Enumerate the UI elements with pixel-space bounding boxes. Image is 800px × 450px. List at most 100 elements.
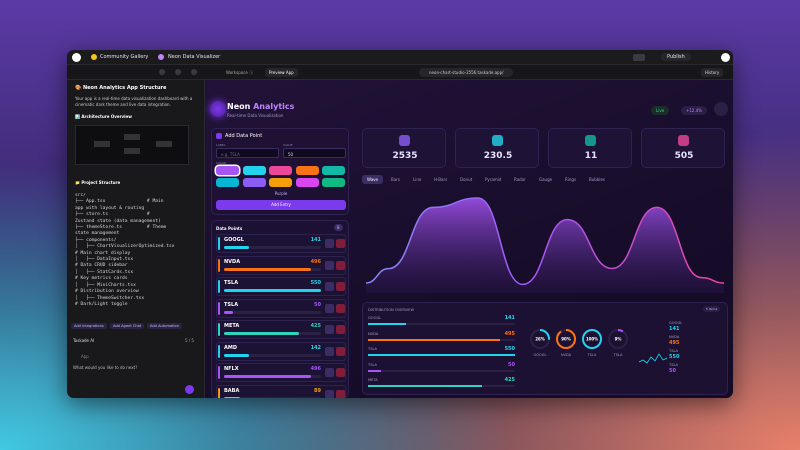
edit-button[interactable] — [325, 303, 334, 313]
distribution-list: GOOGL 141 NVDA 495 TSLA 550 TSLA 50 META 425 — [363, 314, 523, 394]
delete-button[interactable] — [336, 282, 345, 291]
icon[interactable] — [191, 69, 197, 75]
chart-tab[interactable]: Bars — [391, 177, 400, 182]
color-swatch[interactable] — [269, 178, 292, 187]
data-point-value: 89 — [314, 387, 321, 394]
distribution-label: META — [368, 378, 378, 382]
edit-button[interactable] — [325, 282, 334, 291]
sparkline-line — [639, 353, 667, 364]
distribution-bar — [368, 338, 501, 341]
ring-arc — [582, 329, 602, 349]
color-swatch[interactable] — [322, 166, 345, 175]
prompt-input[interactable]: What would you like to do next? — [73, 365, 138, 370]
distribution-track — [368, 338, 515, 341]
delete-button[interactable] — [336, 325, 345, 334]
add-entry-button[interactable]: Add Entry — [216, 200, 346, 210]
workspace-tab[interactable]: Workspace ⓘ — [226, 70, 254, 75]
color-swatch[interactable] — [295, 166, 319, 175]
counter: 5 / 5 — [185, 338, 194, 343]
color-swatch[interactable] — [216, 178, 239, 187]
delete-button[interactable] — [336, 389, 345, 398]
label-input[interactable]: e.g. TSLA — [216, 148, 279, 158]
distribution-label: TSLA — [368, 362, 378, 367]
title-part: Analytics — [253, 102, 295, 111]
logo[interactable] — [72, 53, 81, 62]
action-button[interactable]: Add Agent Chat — [110, 323, 145, 329]
distribution-bar — [368, 323, 406, 325]
dashboard-title: Neon Analytics — [227, 102, 294, 111]
data-point-value: 496 — [310, 366, 321, 372]
progress-track — [224, 375, 321, 378]
architecture-diagram — [75, 125, 189, 165]
chart-tab[interactable]: Bubbles — [589, 177, 606, 182]
chart-tab[interactable]: H-Bars — [434, 177, 448, 182]
chart-tab[interactable]: Donut — [460, 177, 473, 182]
chart-tab[interactable]: Line — [413, 177, 422, 182]
action-button[interactable]: Add Integrations — [71, 323, 107, 329]
edit-button[interactable] — [325, 389, 334, 398]
ring-arc — [530, 329, 550, 349]
send-button[interactable] — [185, 385, 194, 394]
form-icon — [216, 133, 222, 139]
icon[interactable] — [159, 69, 165, 75]
distribution-track — [368, 323, 515, 325]
edit-button[interactable] — [325, 346, 334, 356]
action-button[interactable]: Add Automation — [147, 323, 183, 329]
side-value: 50 — [669, 368, 676, 374]
dashboard: Neon Analytics Real-time Data Visualizat… — [205, 80, 733, 398]
color-marker — [218, 323, 220, 336]
chart-tab[interactable]: Wave — [362, 175, 383, 184]
edit-button[interactable] — [325, 239, 334, 248]
value-input[interactable]: 50 — [283, 148, 346, 158]
history-button[interactable]: History — [701, 68, 724, 77]
delete-button[interactable] — [336, 260, 345, 270]
items-badge: 5 Items — [703, 306, 721, 312]
gallery-link[interactable]: Community Gallery — [100, 54, 149, 60]
side-list: GOOGL 141 NVDA 495 TSLA 550 TSLA 50 — [669, 321, 724, 391]
delete-button[interactable] — [336, 239, 345, 248]
edit-button[interactable] — [325, 368, 334, 377]
publish-button[interactable]: Publish — [661, 53, 691, 61]
live-badge: Live — [651, 106, 670, 115]
data-points-title: Data Points — [216, 226, 243, 231]
distribution-label: GOOGL — [368, 316, 382, 320]
distribution-value: 550 — [504, 346, 515, 352]
color-swatch[interactable] — [242, 166, 266, 175]
data-point-value: 496 — [310, 258, 321, 265]
stat-card: 505 — [641, 128, 725, 168]
icon[interactable] — [175, 69, 181, 75]
delete-button[interactable] — [336, 303, 345, 313]
progress-bar — [224, 289, 321, 292]
progress-bar — [224, 332, 299, 335]
stat-icon — [492, 135, 503, 146]
avatar[interactable] — [721, 53, 730, 62]
field-caption: LABEL — [216, 143, 226, 147]
distribution-bar — [368, 354, 515, 356]
color-swatch[interactable] — [295, 178, 319, 187]
color-swatch[interactable] — [322, 178, 345, 187]
app-name[interactable]: Neon Data Visualizer — [168, 54, 221, 60]
chart-tab[interactable]: Rings — [565, 177, 577, 182]
color-marker — [218, 280, 220, 293]
ring-percent: 90% — [561, 337, 571, 342]
stat-value: 230.5 — [483, 151, 513, 161]
color-swatch[interactable] — [216, 166, 239, 175]
color-swatch[interactable] — [242, 178, 266, 187]
delete-button[interactable] — [336, 346, 345, 356]
edit-button[interactable] — [325, 260, 334, 270]
color-swatch[interactable] — [269, 166, 292, 175]
chart-tab[interactable]: Pyramid — [485, 177, 502, 182]
wave-line — [365, 197, 725, 286]
chart-tab[interactable]: Gauge — [539, 177, 553, 182]
progress-bar — [224, 246, 249, 249]
theme-toggle[interactable] — [714, 102, 728, 116]
preview-tab[interactable]: Preview App — [265, 68, 298, 77]
diagram-node — [124, 134, 140, 140]
delete-button[interactable] — [336, 368, 345, 377]
url-field[interactable]: neon-chart-studio-2556.taskade.app/ — [419, 68, 514, 77]
edit-button[interactable] — [325, 325, 334, 334]
chart-tab[interactable]: Radar — [514, 177, 526, 182]
context-chip[interactable]: App — [81, 354, 89, 359]
stat-icon — [585, 135, 596, 146]
integrations-icon[interactable] — [633, 54, 645, 61]
